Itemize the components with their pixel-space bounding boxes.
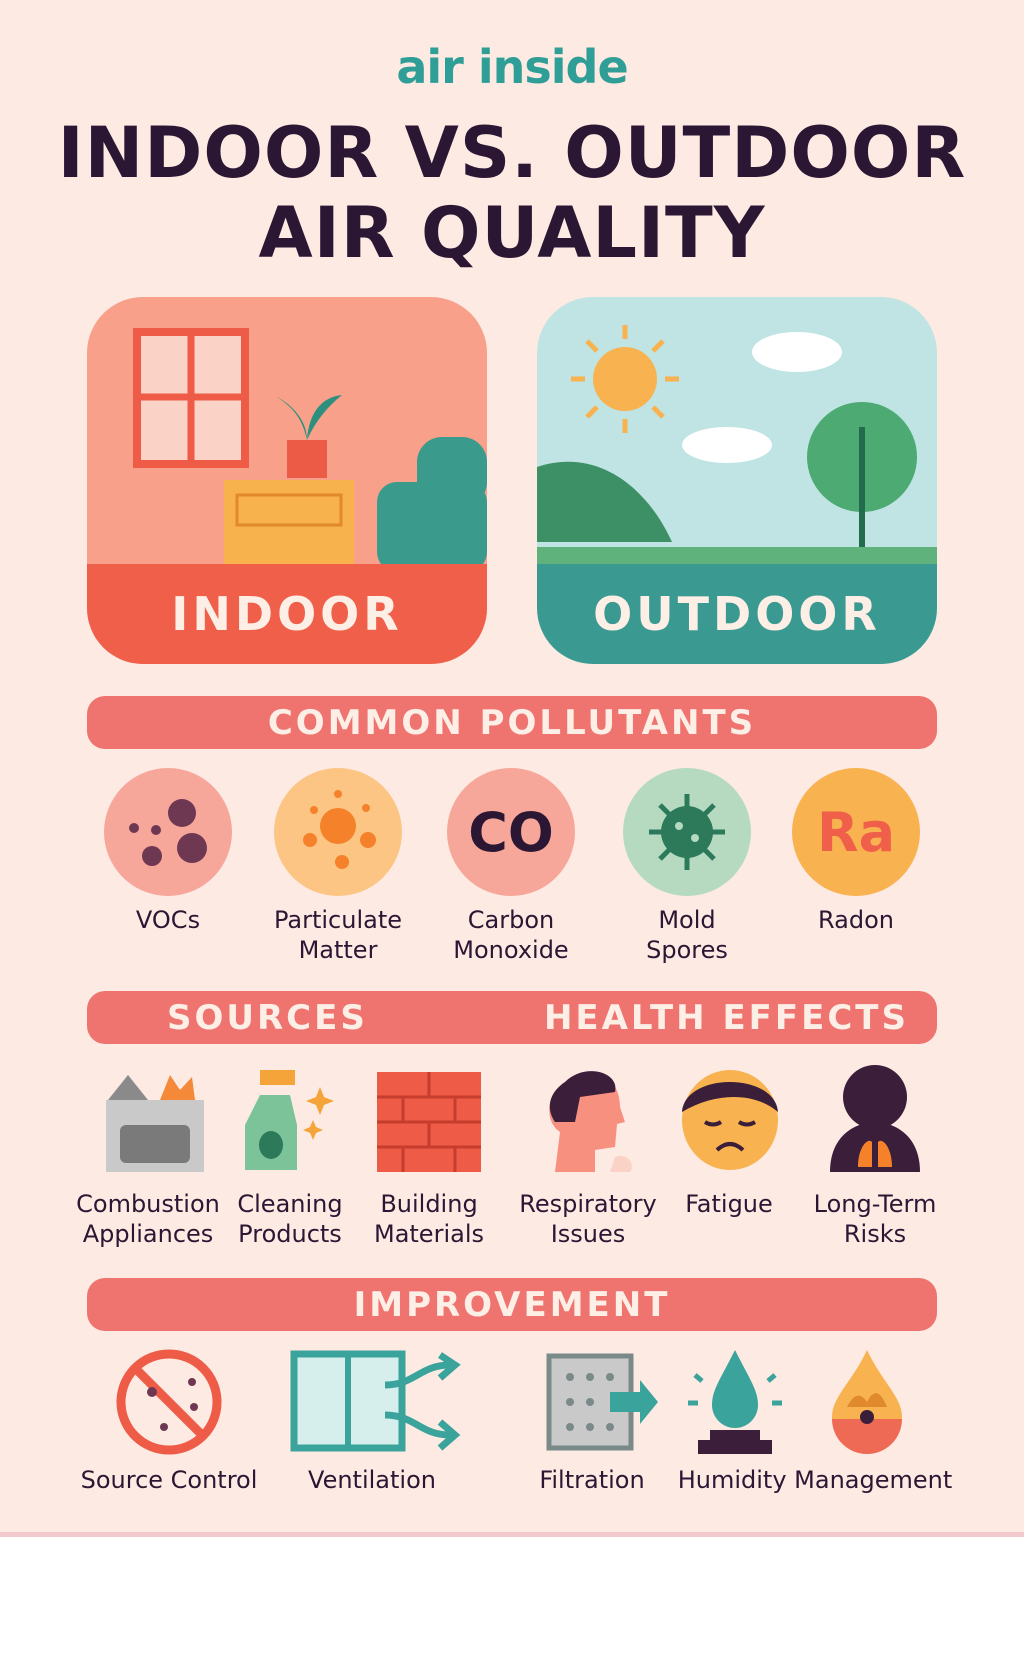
mold-spore-icon <box>623 768 751 896</box>
improvement-label-ventilation: Ventilation <box>308 1466 436 1494</box>
tired-face-icon <box>682 1070 778 1170</box>
brand-logo: air inside <box>396 40 628 94</box>
pollutant-label-radon: Radon <box>818 906 894 934</box>
health-label-fatigue: Fatigue <box>685 1190 773 1218</box>
particulate-icon <box>274 768 402 896</box>
improvement-heading: IMPROVEMENT <box>87 1278 937 1331</box>
lungs-risk-icon <box>830 1065 920 1172</box>
co-icon: CO <box>447 768 575 896</box>
infographic: air inside INDOOR VS. OUTDOOR AIR QUALIT… <box>0 0 1024 1537</box>
management-drop-icon <box>832 1350 902 1454</box>
pollutant-label-particulate: Particulate Matter <box>273 906 402 964</box>
improvement-label-humidity: Humidity Management <box>677 1466 953 1494</box>
pollutant-label-vocs: VOCs <box>135 906 201 934</box>
health-label-longterm: Long-Term Risks <box>813 1190 937 1248</box>
vocs-icon <box>104 768 232 896</box>
pollutants-heading: COMMON POLLUTANTS <box>87 696 937 749</box>
improvement-label-source-control: Source Control <box>80 1466 258 1494</box>
pollutant-label-mold: Mold Spores <box>646 906 728 964</box>
sources-heading: SOURCES <box>167 997 368 1038</box>
indoor-room-icon <box>133 328 487 567</box>
spray-bottle-icon <box>245 1070 334 1170</box>
title-line-2: AIR QUALITY <box>258 192 766 274</box>
respiratory-icon <box>549 1071 632 1172</box>
improvement-label-filtration: Filtration <box>539 1466 645 1494</box>
sources-health-bar: SOURCES HEALTH EFFECTS <box>87 991 937 1044</box>
pollutant-label-co: Carbon Monoxide <box>453 906 569 964</box>
stove-icon <box>106 1075 204 1172</box>
filter-icon <box>546 1353 658 1451</box>
humidity-drop-icon <box>688 1350 782 1454</box>
title-line-1: INDOOR VS. OUTDOOR <box>57 112 967 194</box>
health-label-respiratory: Respiratory Issues <box>519 1190 657 1248</box>
radon-icon: Ra <box>792 768 920 896</box>
source-label-building: Building Materials <box>373 1190 484 1248</box>
outdoor-card: OUTDOOR <box>537 297 937 664</box>
indoor-card: INDOOR <box>87 297 487 664</box>
ventilation-window-icon <box>290 1350 461 1452</box>
health-heading: HEALTH EFFECTS <box>543 997 909 1038</box>
outdoor-label: OUTDOOR <box>537 564 937 664</box>
source-label-cleaning: Cleaning Products <box>237 1190 343 1248</box>
no-source-icon <box>116 1349 222 1455</box>
outdoor-landscape-icon <box>537 325 937 567</box>
brick-wall-icon <box>377 1072 481 1172</box>
source-label-combustion: Combustion Appliances <box>76 1190 220 1248</box>
indoor-label: INDOOR <box>87 564 487 664</box>
